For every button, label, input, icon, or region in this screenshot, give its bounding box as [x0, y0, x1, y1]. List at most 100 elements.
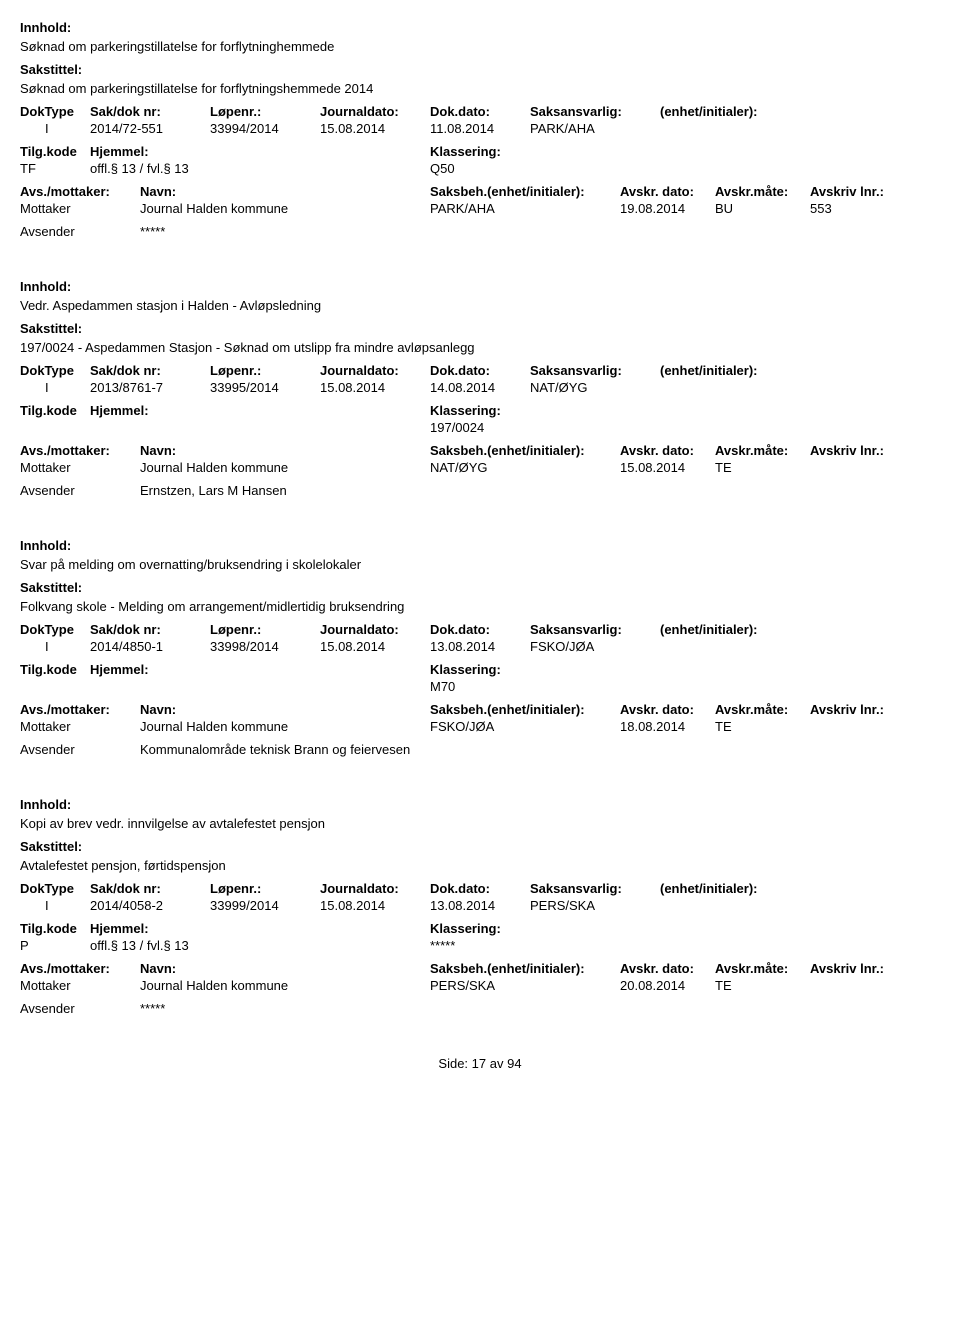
- mottaker-navn: Journal Halden kommune: [140, 978, 430, 993]
- saksbeh-header: Saksbeh.(enhet/initialer):: [430, 702, 620, 717]
- avskrmate-header: Avskr.måte:: [715, 184, 810, 199]
- avskrmate-header: Avskr.måte:: [715, 702, 810, 717]
- saksansvarlig-header: Saksansvarlig:: [530, 881, 660, 896]
- lopenr-header: Løpenr.:: [210, 622, 320, 637]
- journaldato-value: 15.08.2014: [320, 121, 430, 136]
- avskrlnr-value: 553: [810, 201, 900, 216]
- lopenr-header: Løpenr.:: [210, 881, 320, 896]
- innhold-text: Vedr. Aspedammen stasjon i Halden - Avlø…: [20, 298, 940, 313]
- avsender-label: Avsender: [20, 1001, 140, 1016]
- klassering-value: *****: [430, 938, 630, 953]
- sakstittel-text: Folkvang skole - Melding om arrangement/…: [20, 599, 940, 614]
- avskrdato-header: Avskr. dato:: [620, 184, 715, 199]
- avskrlnr-header: Avskriv lnr.:: [810, 443, 900, 458]
- saknr-header: Sak/dok nr:: [90, 363, 210, 378]
- saksbeh-value: PARK/AHA: [430, 201, 620, 216]
- avsender-navn: *****: [140, 224, 430, 239]
- avskrdato-value: 19.08.2014: [620, 201, 715, 216]
- avsmot-header: Avs./mottaker:: [20, 961, 140, 976]
- enhet-header: (enhet/initialer):: [660, 363, 810, 378]
- navn-header: Navn:: [140, 961, 430, 976]
- enhet-header: (enhet/initialer):: [660, 104, 810, 119]
- hjemmel-value-row: TF offl.§ 13 / fvl.§ 13 Q50: [20, 161, 940, 176]
- mottaker-navn: Journal Halden kommune: [140, 719, 430, 734]
- navn-header: Navn:: [140, 702, 430, 717]
- avsmot-header: Avs./mottaker:: [20, 443, 140, 458]
- lopenr-value: 33994/2014: [210, 121, 320, 136]
- avskrlnr-header: Avskriv lnr.:: [810, 961, 900, 976]
- doktype-header: DokType: [20, 363, 90, 378]
- saksansvarlig-value: PARK/AHA: [530, 121, 660, 136]
- journal-record: Innhold: Søknad om parkeringstillatelse …: [20, 20, 940, 239]
- enhet-header: (enhet/initialer):: [660, 622, 810, 637]
- journal-record: Innhold: Kopi av brev vedr. innvilgelse …: [20, 797, 940, 1016]
- innhold-label: Innhold:: [20, 797, 940, 812]
- hjemmel-value-row: 197/0024: [20, 420, 940, 435]
- dokdato-value: 11.08.2014: [430, 121, 530, 136]
- journaldato-value: 15.08.2014: [320, 639, 430, 654]
- meta-value-row: I 2013/8761-7 33995/2014 15.08.2014 14.0…: [20, 380, 940, 395]
- tilgkode-header: Tilg.kode: [20, 144, 90, 159]
- saksansvarlig-value: FSKO/JØA: [530, 639, 660, 654]
- avskrdato-header: Avskr. dato:: [620, 702, 715, 717]
- innhold-text: Kopi av brev vedr. innvilgelse av avtale…: [20, 816, 940, 831]
- innhold-label: Innhold:: [20, 538, 940, 553]
- dokdato-value: 13.08.2014: [430, 639, 530, 654]
- dokdato-value: 13.08.2014: [430, 898, 530, 913]
- doktype-value: I: [45, 121, 90, 136]
- meta-header-row: DokType Sak/dok nr: Løpenr.: Journaldato…: [20, 881, 940, 896]
- avskrdato-value: 18.08.2014: [620, 719, 715, 734]
- sakstittel-text: Avtalefestet pensjon, førtidspensjon: [20, 858, 940, 873]
- hjemmel-header: Hjemmel:: [90, 662, 430, 677]
- page-footer: Side: 17 av 94: [20, 1056, 940, 1071]
- doktype-header: DokType: [20, 104, 90, 119]
- mottaker-label: Mottaker: [20, 460, 140, 475]
- tilgkode-value: TF: [20, 161, 90, 176]
- lopenr-value: 33995/2014: [210, 380, 320, 395]
- doktype-value: I: [45, 898, 90, 913]
- saknr-value: 2014/4850-1: [90, 639, 210, 654]
- mottaker-label: Mottaker: [20, 978, 140, 993]
- avsender-label: Avsender: [20, 224, 140, 239]
- dokdato-header: Dok.dato:: [430, 622, 530, 637]
- klassering-header: Klassering:: [430, 921, 630, 936]
- sakstittel-label: Sakstittel:: [20, 62, 940, 77]
- avskrlnr-header: Avskriv lnr.:: [810, 702, 900, 717]
- saknr-header: Sak/dok nr:: [90, 622, 210, 637]
- saksansvarlig-header: Saksansvarlig:: [530, 104, 660, 119]
- saknr-header: Sak/dok nr:: [90, 881, 210, 896]
- hjemmel-header: Hjemmel:: [90, 403, 430, 418]
- saksansvarlig-header: Saksansvarlig:: [530, 363, 660, 378]
- journal-record: Innhold: Svar på melding om overnatting/…: [20, 538, 940, 757]
- tilgkode-header: Tilg.kode: [20, 662, 90, 677]
- meta-value-row: I 2014/4058-2 33999/2014 15.08.2014 13.0…: [20, 898, 940, 913]
- journaldato-header: Journaldato:: [320, 363, 430, 378]
- journaldato-header: Journaldato:: [320, 622, 430, 637]
- avsender-label: Avsender: [20, 742, 140, 757]
- mottaker-label: Mottaker: [20, 719, 140, 734]
- saknr-value: 2014/4058-2: [90, 898, 210, 913]
- meta-header-row: DokType Sak/dok nr: Løpenr.: Journaldato…: [20, 363, 940, 378]
- hjemmel-header-row: Tilg.kode Hjemmel: Klassering:: [20, 403, 940, 418]
- lopenr-header: Løpenr.:: [210, 363, 320, 378]
- avskrdato-value: 15.08.2014: [620, 460, 715, 475]
- avsender-row: Avsender Ernstzen, Lars M Hansen: [20, 483, 940, 498]
- tilgkode-header: Tilg.kode: [20, 921, 90, 936]
- avsender-navn: Ernstzen, Lars M Hansen: [140, 483, 430, 498]
- innhold-text: Søknad om parkeringstillatelse for forfl…: [20, 39, 940, 54]
- hjemmel-value-row: P offl.§ 13 / fvl.§ 13 *****: [20, 938, 940, 953]
- hjemmel-header: Hjemmel:: [90, 921, 430, 936]
- doktype-value: I: [45, 639, 90, 654]
- sakstittel-label: Sakstittel:: [20, 839, 940, 854]
- journaldato-header: Journaldato:: [320, 881, 430, 896]
- hjemmel-header-row: Tilg.kode Hjemmel: Klassering:: [20, 921, 940, 936]
- saknr-header: Sak/dok nr:: [90, 104, 210, 119]
- footer-total: 94: [507, 1056, 521, 1071]
- saksbeh-header: Saksbeh.(enhet/initialer):: [430, 961, 620, 976]
- lopenr-value: 33999/2014: [210, 898, 320, 913]
- mottaker-row: Mottaker Journal Halden kommune FSKO/JØA…: [20, 719, 940, 734]
- doktype-header: DokType: [20, 622, 90, 637]
- journaldato-value: 15.08.2014: [320, 380, 430, 395]
- meta-value-row: I 2014/72-551 33994/2014 15.08.2014 11.0…: [20, 121, 940, 136]
- doktype-header: DokType: [20, 881, 90, 896]
